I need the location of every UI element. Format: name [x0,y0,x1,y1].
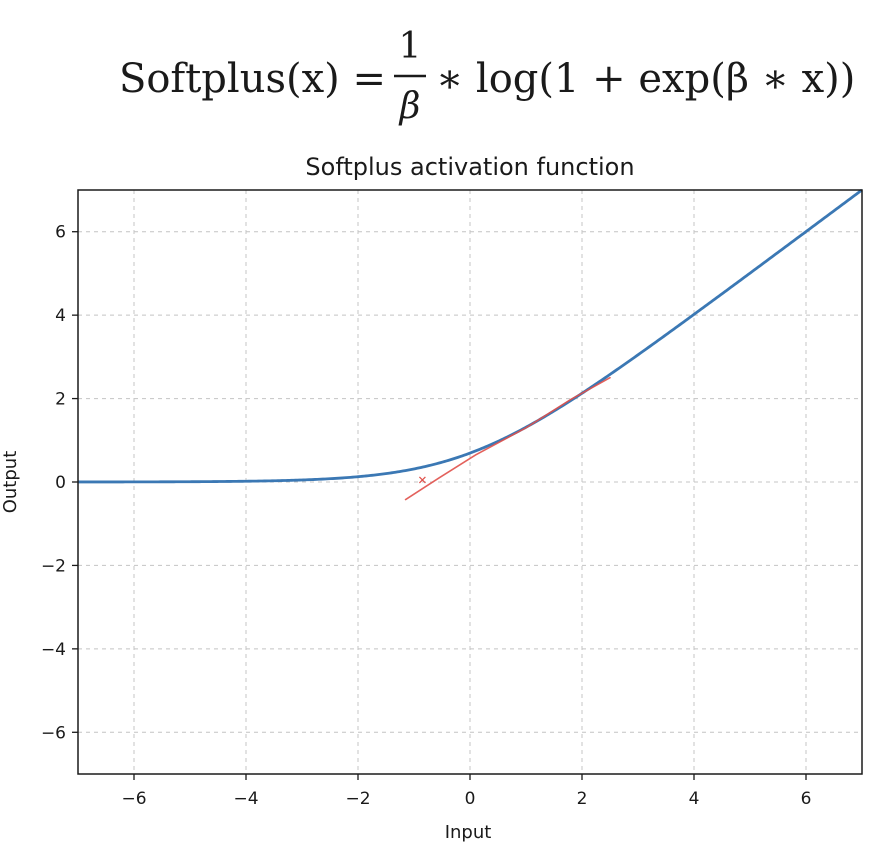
formula-rhs: ∗ log(1 + exp(β ∗ x)) [436,56,855,102]
y-tick-label: 4 [55,306,66,326]
x-axis-label: Input [445,822,492,843]
y-tick-label: 2 [55,390,66,410]
ticks: −6 −4 −2 0 2 4 6 −6 −4 −2 0 2 4 6 [41,223,811,809]
x-tick-label: 2 [577,789,588,809]
formula: Softplus(x) = 1 β ∗ log(1 + exp(β ∗ x)) [119,26,855,127]
y-tick-label: −6 [41,723,66,743]
x-tick-label: 4 [689,789,700,809]
softplus-line [78,188,863,484]
annotation-mark [418,476,426,484]
chart-title: Softplus activation function [305,153,634,181]
y-tick-label: 0 [55,473,66,493]
formula-lhs: Softplus(x) = [119,56,386,102]
x-tick-label: −4 [233,789,258,809]
formula-numerator: 1 [399,26,422,67]
y-axis-label: Output [0,451,21,514]
formula-denominator: β [398,86,421,127]
annotation-stroke [404,376,611,501]
series-layer [78,188,863,501]
x-tick-label: −6 [121,789,146,809]
grid [78,190,862,774]
y-tick-label: −2 [41,556,66,576]
y-tick-label: −4 [41,640,66,660]
x-tick-label: −2 [345,789,370,809]
y-tick-label: 6 [55,223,66,243]
x-tick-label: 6 [801,789,812,809]
x-tick-label: 0 [465,789,476,809]
